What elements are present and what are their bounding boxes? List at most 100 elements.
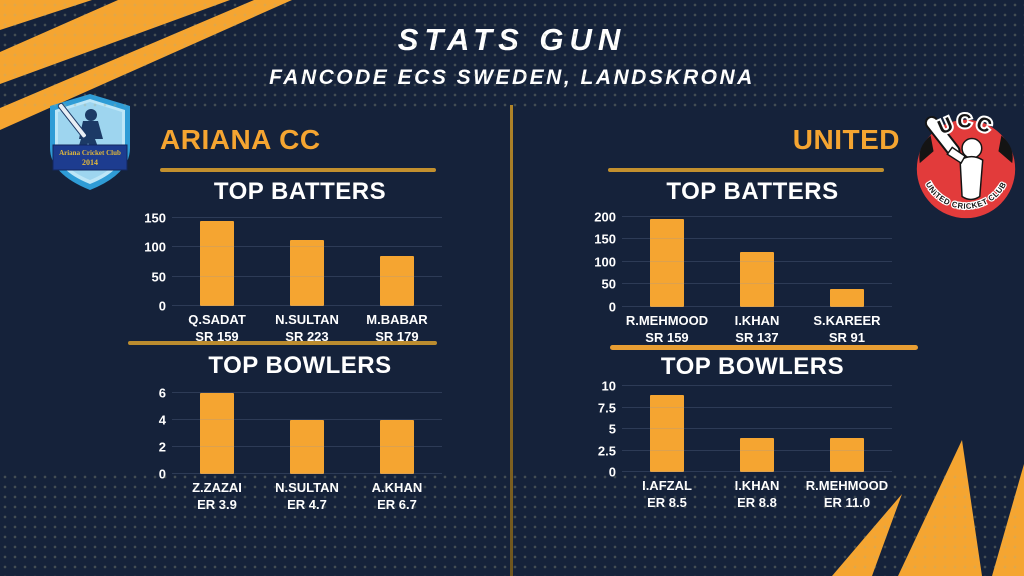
bar-Q.SADAT xyxy=(199,220,234,306)
bar-slot xyxy=(172,386,262,474)
chart-united-top-bowlers: 0 2.5 5 7.5 10 I.AFZAL ER 8.5 I.KHAN ER 8.8 R.ME… xyxy=(578,379,892,512)
gridline xyxy=(622,385,892,387)
category-label: Q.SADAT SR 159 xyxy=(188,312,246,344)
united-cc-logo: UCC UNITED CRICKET CLUB xyxy=(916,109,1016,219)
ariana-logo-text: Ariana Cricket Club xyxy=(59,149,121,157)
category-label: A.KHAN ER 6.7 xyxy=(371,480,423,512)
corner-decoration-bottom-right xyxy=(832,440,1024,576)
bar-R.MEHMOOD xyxy=(649,218,684,307)
y-axis: 0 50 100 150 xyxy=(128,210,172,313)
y-tick-label: 50 xyxy=(601,276,616,292)
gridline xyxy=(172,275,442,277)
y-tick-label: 6 xyxy=(158,385,166,401)
category-label: R.MEHMOOD ER 11.0 xyxy=(805,478,889,510)
corner-decoration-top-left xyxy=(0,0,292,130)
gridline xyxy=(172,418,442,420)
y-tick-label: 150 xyxy=(594,231,616,247)
bar-S.KAREER xyxy=(829,288,864,307)
y-tick-label: 0 xyxy=(158,466,166,482)
category-label: I.KHAN ER 8.8 xyxy=(734,478,780,510)
y-axis: 0 2.5 5 7.5 10 xyxy=(578,379,622,480)
page-title: STATS GUN xyxy=(397,22,627,57)
bar-slot xyxy=(262,212,352,306)
team-name-ariana: ARIANA CC xyxy=(160,124,321,155)
y-tick-label: 7.5 xyxy=(597,400,616,416)
chart-ariana-top-bowlers: 0 2 4 6 Z.ZAZAI ER 3.9 N.SULTAN ER 4.7 A.KHAN ER… xyxy=(128,385,442,514)
team-underline-left xyxy=(160,168,436,172)
plot-area xyxy=(622,212,892,307)
gridline xyxy=(172,216,442,218)
ariana-logo-year: 2014 xyxy=(82,158,98,167)
y-tick-label: 2 xyxy=(158,439,166,455)
heading-ariana-top-batters: TOP BATTERS xyxy=(213,178,387,205)
category-label: S.KAREER SR 91 xyxy=(813,313,881,345)
bar-I.KHAN xyxy=(739,437,774,472)
gridline xyxy=(172,391,442,393)
gridline xyxy=(172,246,442,248)
y-tick-label: 100 xyxy=(144,239,166,255)
y-tick-label: 150 xyxy=(144,210,166,226)
gridline xyxy=(622,471,892,472)
ariana-cc-logo: Ariana Cricket Club 2014 xyxy=(50,94,130,190)
bar-slot xyxy=(712,382,802,472)
bar-N.SULTAN xyxy=(289,419,324,474)
bar-slot xyxy=(802,382,892,472)
y-tick-label: 2.5 xyxy=(597,443,616,459)
bar-slot xyxy=(172,212,262,306)
gridline xyxy=(172,445,442,447)
y-tick-label: 4 xyxy=(158,412,166,428)
section-divider-left xyxy=(128,341,437,345)
category-label: I.KHAN SR 137 xyxy=(734,313,780,345)
category-label: R.MEHMOOD SR 159 xyxy=(625,313,709,345)
chart-united-top-batters: 0 50 100 150 200 R.MEHMOOD SR 159 I.KHAN SR 137… xyxy=(578,209,892,347)
batsman-icon xyxy=(946,137,984,201)
plot-area xyxy=(172,386,442,474)
bar-slot xyxy=(352,386,442,474)
heading-ariana-top-bowlers: TOP BOWLERS xyxy=(208,352,392,379)
gridline xyxy=(172,305,442,306)
y-tick-label: 200 xyxy=(594,209,616,225)
center-divider xyxy=(510,105,513,576)
category-label: M.BABAR SR 179 xyxy=(366,312,428,344)
bar-slot xyxy=(712,212,802,307)
y-tick-label: 50 xyxy=(151,269,166,285)
heading-united-top-batters: TOP BATTERS xyxy=(666,178,839,205)
y-tick-label: 0 xyxy=(608,464,616,480)
bat-icon xyxy=(57,102,87,139)
chart-ariana-top-batters: 0 50 100 150 Q.SADAT SR 159 N.SULTAN SR 223 M.B… xyxy=(128,210,442,346)
page-subtitle: FANCODE ECS SWEDEN, LANDSKRONA xyxy=(269,66,755,89)
heading-united-top-bowlers: TOP BOWLERS xyxy=(660,353,845,380)
bar-slot xyxy=(622,382,712,472)
category-label: Z.ZAZAI ER 3.9 xyxy=(192,480,242,512)
gridline xyxy=(622,260,892,262)
gridline xyxy=(172,473,442,474)
bar-slot xyxy=(802,212,892,307)
bar-slot xyxy=(262,386,352,474)
gridline xyxy=(622,215,892,217)
gridline xyxy=(622,283,892,285)
plot-area xyxy=(622,382,892,472)
logo-banner xyxy=(52,144,128,171)
gridline xyxy=(622,449,892,451)
category-label: I.AFZAL ER 8.5 xyxy=(642,478,692,510)
bar-I.KHAN xyxy=(739,251,774,307)
y-tick-label: 5 xyxy=(608,421,616,437)
plot-area xyxy=(172,212,442,306)
bar-I.AFZAL xyxy=(649,394,684,472)
category-label: N.SULTAN SR 223 xyxy=(275,312,339,344)
y-tick-label: 0 xyxy=(608,299,616,315)
x-axis-labels: Q.SADAT SR 159 N.SULTAN SR 223 M.BABAR SR 179 xyxy=(172,312,442,346)
y-tick-label: 100 xyxy=(594,254,616,270)
x-axis-labels: R.MEHMOOD SR 159 I.KHAN SR 137 S.KAREER SR 91 xyxy=(622,313,892,347)
gridline xyxy=(622,406,892,408)
y-axis: 0 2 4 6 xyxy=(128,385,172,481)
team-name-united: UNITED xyxy=(792,124,900,155)
section-divider-right xyxy=(610,345,918,350)
category-label: N.SULTAN ER 4.7 xyxy=(275,480,339,512)
y-tick-label: 0 xyxy=(158,298,166,314)
team-underline-right xyxy=(608,168,884,172)
bar-Z.ZAZAI xyxy=(199,392,234,474)
bar-R.MEHMOOD xyxy=(829,437,864,472)
gridline xyxy=(622,306,892,307)
gridline xyxy=(622,428,892,430)
